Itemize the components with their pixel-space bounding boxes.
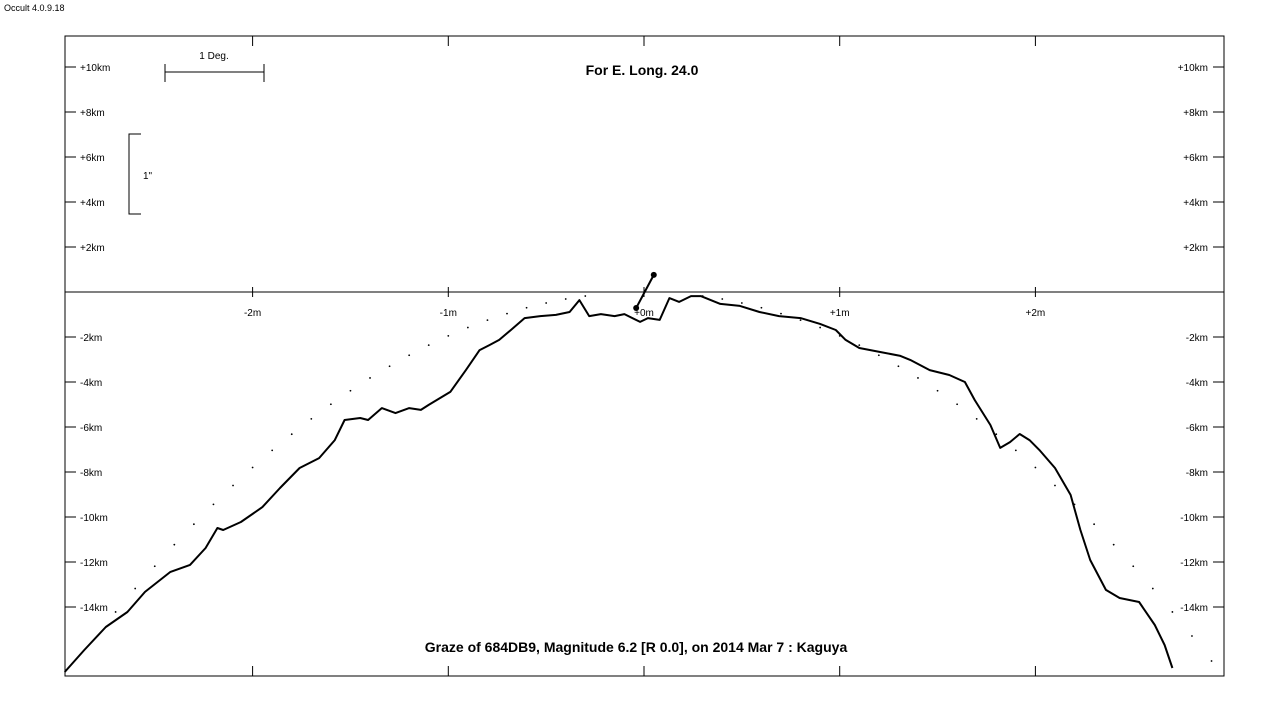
mean-limb-dot (114, 611, 117, 613)
mean-limb-dot (408, 354, 411, 357)
mean-limb-dot (545, 302, 548, 304)
mean-limb-dot (1014, 449, 1017, 452)
degree-scale-label: 1 Deg. (199, 51, 228, 62)
y-tick-label-right: -12km (1180, 558, 1208, 569)
mean-limb-dot (447, 334, 450, 337)
mean-limb-dot (1054, 484, 1056, 487)
y-tick-label-right: +10km (1178, 63, 1208, 74)
mean-limb-dot (584, 295, 587, 297)
mean-limb-dot (877, 354, 880, 357)
y-tick-label-left: +6km (80, 153, 105, 164)
mean-limb-dot (271, 449, 274, 452)
x-tick-label: +1m (830, 308, 850, 319)
x-tick-label: +0m (634, 308, 654, 319)
mean-limb-dot (819, 326, 822, 329)
mean-limb-dot (506, 312, 508, 315)
mean-limb-dot (936, 389, 939, 392)
y-tick-label-left: +8km (80, 108, 105, 119)
degree-scale-bar: 1 Deg. (164, 51, 265, 82)
mean-limb-dot (251, 466, 254, 469)
mean-limb-dot (349, 389, 352, 392)
star-path-start-dot (633, 304, 640, 311)
mean-limb-dot (329, 403, 332, 406)
arcsec-scale-bar: 1" (128, 133, 153, 215)
mean-limb-dot (780, 312, 782, 315)
mean-limb-dot (1112, 543, 1115, 546)
y-tick-label-right: +2km (1183, 243, 1208, 254)
mean-limb-dot (134, 587, 137, 590)
y-tick-label-left: -4km (80, 378, 102, 389)
mean-limb-dot (192, 523, 195, 526)
mean-limb-dot (701, 295, 704, 297)
y-tick-label-right: -6km (1186, 423, 1208, 434)
mean-limb-dot (369, 377, 371, 379)
chart-title: For E. Long. 24.0 (586, 62, 699, 78)
mean-limb-dot (1132, 565, 1135, 568)
mean-limb-dot (388, 365, 391, 368)
y-tick-label-left: -8km (80, 468, 102, 479)
y-tick-label-right: +4km (1183, 198, 1208, 209)
mean-limb-dot (740, 302, 743, 304)
limb-profile-line (63, 295, 1174, 673)
y-tick-label-left: +4km (80, 198, 105, 209)
x-tick-label: -1m (440, 308, 457, 319)
mean-limb-dot (1093, 523, 1096, 526)
y-tick-label-left: -2km (80, 333, 102, 344)
mean-limb-dot (525, 306, 528, 309)
mean-limb-dot (1210, 660, 1213, 662)
mean-limb-dot (975, 418, 978, 420)
mean-limb-dot (995, 433, 998, 436)
mean-limb-dot (799, 319, 802, 322)
mean-limb-dot (838, 334, 841, 337)
app-version: Occult 4.0.9.18 (4, 3, 65, 13)
chart-subtitle: Graze of 684DB9, Magnitude 6.2 [R 0.0], … (425, 639, 848, 655)
mean-limb-dot (232, 484, 234, 487)
y-tick-label-right: -4km (1186, 378, 1208, 389)
y-tick-label-right: -8km (1186, 468, 1208, 479)
mean-limb-dot (1191, 635, 1193, 637)
mean-limb-dot (1151, 587, 1154, 590)
star-path-end-dot (650, 271, 657, 278)
y-tick-label-left: +10km (80, 63, 110, 74)
y-tick-label-right: +6km (1183, 153, 1208, 164)
y-tick-label-right: +8km (1183, 108, 1208, 119)
mean-limb-dot (290, 433, 293, 436)
mean-limb-dot (212, 503, 215, 506)
y-tick-label-left: +2km (80, 243, 105, 254)
mean-limb-dot (427, 344, 430, 346)
mean-limb-dot (310, 418, 313, 420)
y-tick-label-left: -14km (80, 603, 108, 614)
y-tick-label-right: -14km (1180, 603, 1208, 614)
mean-limb-dot (721, 298, 724, 300)
y-tick-label-left: -6km (80, 423, 102, 434)
y-tick-label-right: -2km (1186, 333, 1208, 344)
mean-limb-dot (956, 403, 959, 406)
plot-frame (64, 35, 1225, 677)
y-tick-label-left: -12km (80, 558, 108, 569)
mean-limb-dot (1034, 466, 1037, 469)
arcsec-scale-label: 1" (143, 171, 153, 182)
mean-limb-dot (153, 565, 156, 568)
mean-limb-dot (1073, 503, 1076, 506)
mean-limb-dot (897, 365, 900, 368)
mean-limb-dot (486, 319, 489, 322)
star-path-segment (635, 274, 655, 309)
mean-limb-dot (858, 344, 861, 346)
x-tick-label: -2m (244, 308, 261, 319)
mean-limb-dot (466, 326, 469, 329)
mean-limb-dot (917, 377, 919, 379)
y-tick-label-left: -10km (80, 513, 108, 524)
y-tick-label-right: -10km (1180, 513, 1208, 524)
mean-limb-dot (564, 298, 567, 300)
x-tick-label: +2m (1026, 308, 1046, 319)
mean-limb-dot (173, 543, 176, 546)
mean-limb-dot (1171, 611, 1174, 613)
mean-limb-dot (760, 306, 763, 309)
